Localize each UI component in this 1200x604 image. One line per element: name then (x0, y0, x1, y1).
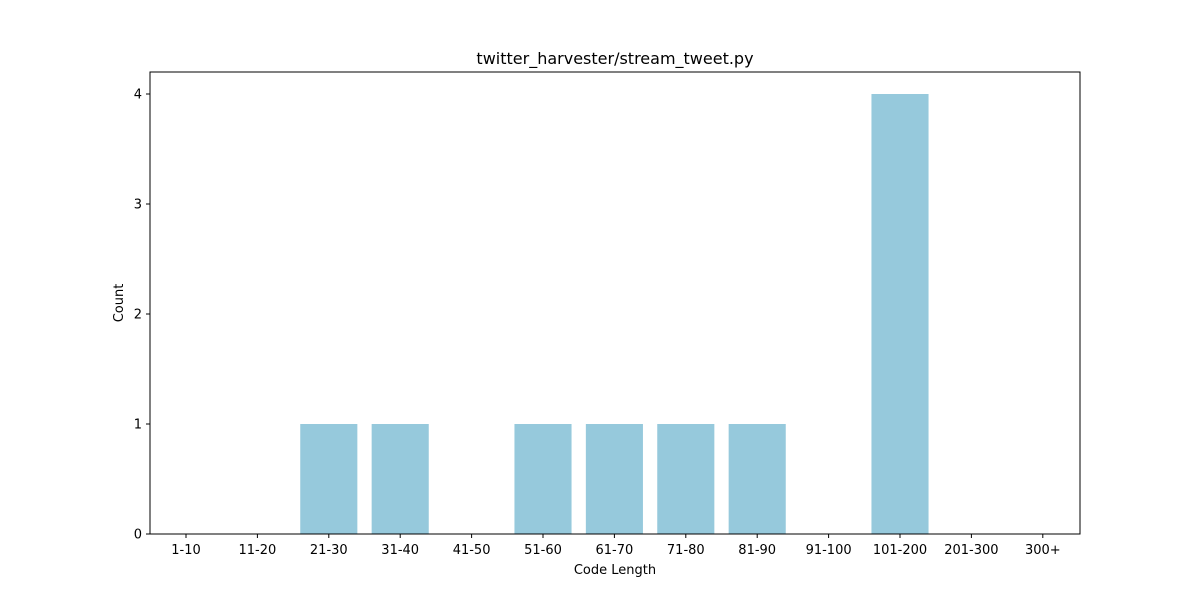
bar-51-60 (514, 424, 572, 534)
bar-31-40 (371, 424, 429, 534)
y-axis: 0 1 2 3 4 (134, 88, 150, 543)
y-tick-label: 3 (134, 198, 142, 213)
x-tick-label: 51-60 (524, 543, 562, 558)
x-tick-label: 201-300 (944, 543, 998, 558)
plot-area-frame (149, 71, 1081, 535)
x-tick-label: 11-20 (239, 543, 277, 558)
x-tick-label: 21-30 (310, 543, 348, 558)
bar-61-70 (585, 424, 643, 534)
y-axis-label: Count (112, 284, 127, 323)
x-tick-label: 71-80 (667, 543, 705, 558)
x-tick-label: 91-100 (806, 543, 852, 558)
bars-layer (300, 94, 929, 534)
x-tick-label: 1-10 (171, 543, 201, 558)
y-tick-label: 4 (134, 88, 142, 103)
bar-81-90 (728, 424, 786, 534)
y-tick-label: 1 (134, 418, 142, 433)
bar-101-200 (871, 94, 929, 534)
y-tick-label: 0 (134, 528, 142, 543)
x-tick-label: 31-40 (381, 543, 419, 558)
bar-71-80 (657, 424, 715, 534)
x-tick-label: 61-70 (596, 543, 634, 558)
y-tick-label: 2 (134, 308, 142, 323)
x-tick-label: 41-50 (453, 543, 491, 558)
chart-title: twitter_harvester/stream_tweet.py (476, 49, 753, 69)
x-tick-label: 81-90 (738, 543, 776, 558)
x-tick-label: 101-200 (873, 543, 927, 558)
bar-21-30 (300, 424, 358, 534)
x-axis-label: Code Length (574, 563, 656, 578)
x-axis: 1-10 11-20 21-30 31-40 41-50 51-60 61-70 71-80 8… (171, 534, 1061, 558)
x-tick-label: 300+ (1025, 543, 1061, 558)
